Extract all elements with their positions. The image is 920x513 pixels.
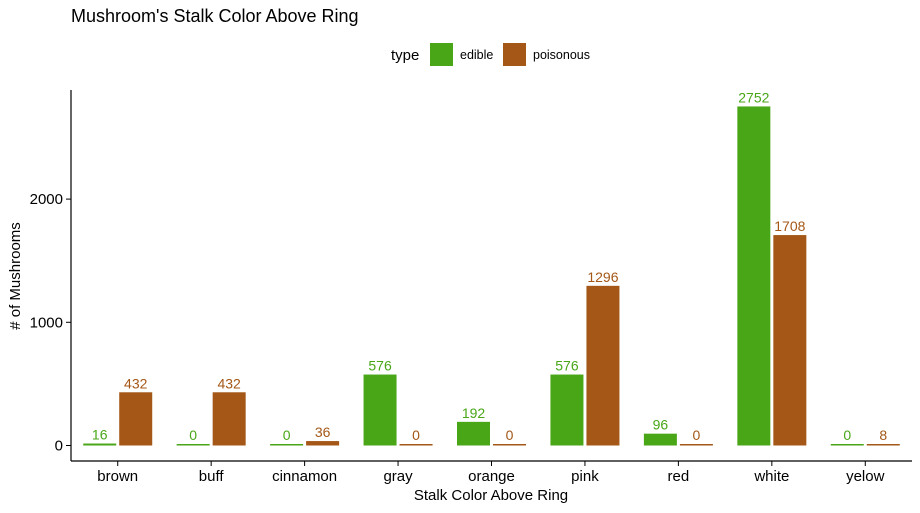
data-label-edible-pink: 576 [555,358,579,374]
bar-poisonous-cinnamon [306,441,340,446]
data-label-edible-yelow: 0 [843,427,851,443]
y-tick-label: 1000 [30,314,63,331]
data-labels: 16 432 0 432 0 36 576 0 192 0 576 1296 96 0 2752 1708 0 8 [92,89,887,443]
data-label-edible-brown: 16 [92,427,108,443]
legend-label-edible: edible [460,48,493,62]
data-label-poisonous-gray: 0 [412,427,420,443]
data-label-edible-orange: 192 [462,405,486,421]
x-tick-label-buff: buff [199,468,225,485]
bar-poisonous-orange [493,444,526,446]
chart-title: Mushroom's Stalk Color Above Ring [71,6,359,26]
y-tick-label: 2000 [30,191,63,208]
bar-edible-gray [363,374,397,446]
data-label-poisonous-red: 0 [692,427,700,443]
data-label-edible-cinnamon: 0 [283,427,291,443]
bar-poisonous-red [679,444,713,446]
x-tick-label-cinnamon: cinnamon [272,468,337,485]
bar-edible-red [643,433,677,446]
legend-label-poisonous: poisonous [533,48,590,62]
legend-swatch-edible [430,43,453,66]
data-label-edible-gray: 576 [368,358,392,374]
data-label-poisonous-cinnamon: 36 [315,424,331,440]
y-axis-ticks: 0 1000 2000 [30,191,71,455]
x-tick-label-orange: orange [468,468,515,485]
bar-poisonous-pink [586,285,620,446]
bar-poisonous-white [773,235,807,446]
x-tick-label-pink: pink [571,468,599,485]
data-label-poisonous-white: 1708 [774,218,805,234]
data-label-edible-buff: 0 [189,427,197,443]
legend-swatch-poisonous [503,43,526,66]
bar-poisonous-buff [212,392,246,446]
bars [83,106,900,446]
x-axis-ticks: brown buff cinnamon gray orange pink red white y… [97,461,885,485]
x-tick-label-red: red [668,468,690,485]
legend: type edible poisonous [391,43,590,66]
x-tick-label-brown: brown [97,468,138,485]
bar-edible-pink [550,374,584,446]
data-label-poisonous-yelow: 8 [879,427,887,443]
bar-edible-cinnamon [270,444,304,446]
x-tick-label-yelow: yelow [846,468,885,485]
x-tick-label-white: white [753,468,789,485]
data-label-poisonous-orange: 0 [506,427,514,443]
bar-poisonous-gray [399,444,433,446]
data-label-edible-white: 2752 [738,89,769,105]
y-axis-title: # of Mushrooms [7,222,24,330]
bar-edible-brown [83,443,117,446]
x-axis-title: Stalk Color Above Ring [414,487,568,504]
data-label-poisonous-pink: 1296 [587,269,618,285]
bar-poisonous-brown [119,392,153,446]
data-label-edible-red: 96 [653,417,669,433]
bar-edible-white [737,106,771,446]
data-label-poisonous-brown: 432 [124,375,148,391]
bar-edible-orange [457,421,490,446]
y-tick-label: 0 [55,438,63,455]
legend-title: type [391,47,419,64]
bar-poisonous-yelow [866,444,900,446]
bar-edible-yelow [830,444,864,446]
x-tick-label-gray: gray [383,468,413,485]
bar-edible-buff [176,444,210,446]
data-label-poisonous-buff: 432 [217,375,241,391]
